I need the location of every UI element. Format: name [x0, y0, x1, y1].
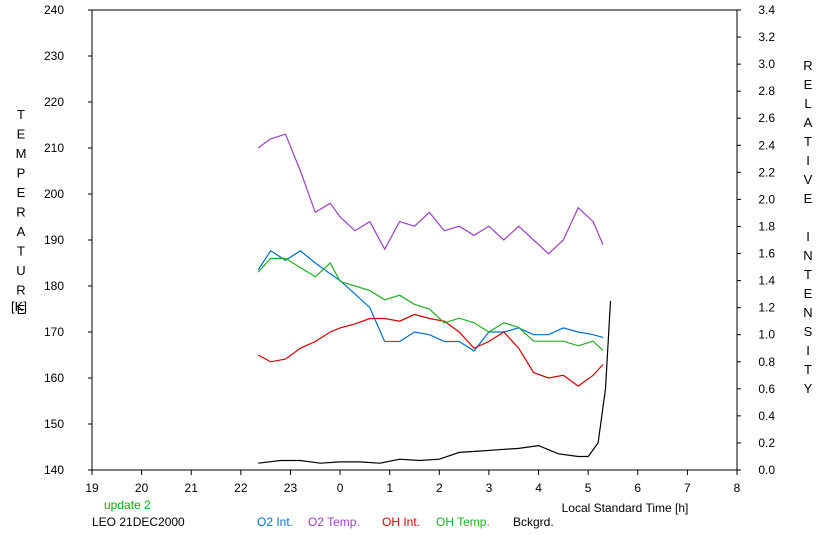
x-tick-label: 23 [284, 481, 298, 495]
y-axis-label-left-char: T [17, 107, 25, 122]
y-right-tick-label: 2.4 [758, 138, 775, 152]
y-left-tick-label: 160 [44, 371, 64, 385]
y-right-tick-label: 2.8 [758, 84, 775, 98]
y-right-tick-label: 1.6 [758, 247, 775, 261]
y-axis-label-left-char: E [17, 302, 26, 317]
y-right-tick-label: 1.4 [758, 274, 775, 288]
y-axis-label-right-char: I [806, 153, 810, 168]
y-axis-label-left-char: R [16, 283, 25, 298]
plot-frame [91, 9, 738, 471]
y-right-tick-label: 1.8 [758, 219, 775, 233]
y-right-tick-label: 0.2 [758, 436, 775, 450]
y-left-tick-label: 200 [44, 187, 64, 201]
x-axis-label: Local Standard Time [h] [562, 501, 689, 515]
x-tick-label: 6 [634, 481, 641, 495]
y-left-tick-label: 220 [44, 95, 64, 109]
legend-oh-int: OH Int. [382, 515, 421, 529]
x-tick-label: 0 [337, 481, 344, 495]
y-axis-label-left-char: M [16, 146, 27, 161]
y-right-tick-label: 0.0 [758, 463, 775, 477]
y-left-tick-label: 210 [44, 141, 64, 155]
y-left-tick-label: 150 [44, 417, 64, 431]
series-line-bckgrd [258, 300, 612, 464]
y-axis-label-right-char: L [804, 96, 811, 111]
y-axis-label-right-char: N [803, 248, 812, 263]
y-left-tick-label: 240 [44, 3, 64, 17]
y-axis-label-right-char: R [803, 58, 812, 73]
x-tick-label: 20 [135, 481, 149, 495]
x-tick-label: 21 [185, 481, 199, 495]
y-axis-unit-left: [K] [11, 299, 27, 314]
y-axis-label-right-char: T [804, 267, 812, 282]
y-axis-label-left-char: R [16, 205, 25, 220]
series-line-o2-temp [257, 133, 604, 255]
y-right-tick-label: 2.2 [758, 165, 775, 179]
x-tick-label: 19 [85, 481, 99, 495]
x-tick-label: 1 [386, 481, 393, 495]
x-tick-label: 8 [734, 481, 741, 495]
y-left-tick-label: 180 [44, 279, 64, 293]
legend-o2-int: O2 Int. [257, 515, 294, 529]
y-right-tick-label: 3.2 [758, 30, 775, 44]
legend-bckgrd: Bckgrd. [513, 515, 554, 529]
y-axis-label-right-char: E [804, 77, 813, 92]
x-tick-label: 2 [436, 481, 443, 495]
ticks-layer: 19 20 21 22 23 0 1 2 3 4 5 6 7 8140150160170180190200… [44, 3, 775, 495]
y-axis-label-left-char: E [17, 127, 26, 142]
y-axis-label-right-char: E [804, 191, 813, 206]
x-tick-label: 3 [486, 481, 493, 495]
y-axis-label-right-char: T [804, 134, 812, 149]
y-right-tick-label: 3.0 [758, 57, 775, 71]
y-axis-label-right-char: I [806, 229, 810, 244]
legend-o2-temp: O2 Temp. [308, 515, 360, 529]
y-right-tick-label: 0.6 [758, 382, 775, 396]
legend-oh-temp: OH Temp. [436, 515, 490, 529]
series-line-oh-int [257, 313, 604, 387]
y-right-tick-label: 3.4 [758, 3, 775, 17]
y-axis-label-right-char: T [804, 362, 812, 377]
y-axis-label-right-char: V [804, 172, 813, 187]
y-left-tick-label: 230 [44, 49, 64, 63]
y-axis-label-right-char: N [803, 305, 812, 320]
y-right-tick-label: 0.8 [758, 355, 775, 369]
y-right-tick-label: 1.0 [758, 328, 775, 342]
y-left-tick-label: 190 [44, 233, 64, 247]
y-axis-label-left-char: T [17, 244, 25, 259]
y-left-tick-label: 170 [44, 325, 64, 339]
update-label: update 2 [104, 498, 151, 512]
y-axis-label-right-char: Y [804, 381, 813, 396]
y-axis-label-right-char: A [804, 115, 813, 130]
series-layer [257, 133, 612, 464]
y-axis-label-left-char: E [17, 185, 26, 200]
y-axis-label-right-char: I [806, 343, 810, 358]
y-axis-label-right-char: E [804, 286, 813, 301]
x-tick-label: 7 [684, 481, 691, 495]
y-axis-label-left-char: P [17, 166, 26, 181]
x-tick-label: 4 [535, 481, 542, 495]
y-right-tick-label: 0.4 [758, 409, 775, 423]
x-tick-label: 22 [234, 481, 248, 495]
y-right-tick-label: 1.2 [758, 301, 775, 315]
station-date-label: LEO 21DEC2000 [92, 515, 185, 529]
series-line-oh-temp [257, 257, 604, 351]
y-axis-label-right-char: S [804, 324, 813, 339]
y-axis-label-left-char: U [16, 263, 25, 278]
x-tick-label: 5 [585, 481, 592, 495]
y-right-tick-label: 2.6 [758, 111, 775, 125]
y-axis-label-left-char: A [17, 224, 26, 239]
y-left-tick-label: 140 [44, 463, 64, 477]
series-line-o2-int [257, 249, 604, 352]
y-right-tick-label: 2.0 [758, 192, 775, 206]
